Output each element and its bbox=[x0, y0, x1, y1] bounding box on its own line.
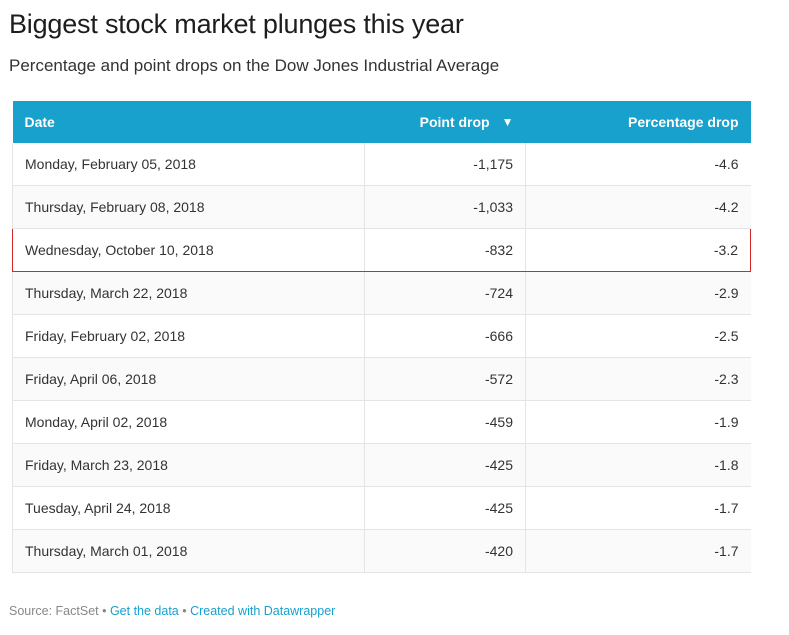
footer-separator: • bbox=[98, 604, 110, 618]
table-row: Monday, February 05, 2018 -1,175 -4.6 bbox=[12, 143, 751, 186]
chart-subtitle: Percentage and point drops on the Dow Jo… bbox=[9, 56, 500, 75]
cell-point-drop: -459 bbox=[364, 400, 526, 444]
header-percentage-drop[interactable]: Percentage drop bbox=[525, 101, 751, 143]
datawrapper-link[interactable]: Created with Datawrapper bbox=[190, 604, 336, 618]
cell-point-drop: -1,033 bbox=[364, 185, 526, 229]
data-table: Date Point drop ▼ Percentage drop Monday,… bbox=[12, 101, 751, 573]
source-text: Source: FactSet bbox=[9, 604, 99, 618]
cell-point-drop: -724 bbox=[364, 271, 526, 315]
cell-date: Friday, March 23, 2018 bbox=[12, 443, 365, 487]
table-row: Thursday, March 22, 2018 -724 -2.9 bbox=[12, 271, 751, 315]
cell-date: Thursday, February 08, 2018 bbox=[12, 185, 365, 229]
cell-date: Thursday, March 01, 2018 bbox=[12, 529, 365, 573]
table-row: Thursday, February 08, 2018 -1,033 -4.2 bbox=[12, 185, 751, 229]
cell-percentage-drop: -2.5 bbox=[525, 314, 751, 358]
cell-point-drop: -1,175 bbox=[364, 143, 526, 186]
header-point-drop[interactable]: Point drop ▼ bbox=[364, 101, 526, 143]
cell-percentage-drop: -1.7 bbox=[525, 486, 751, 530]
cell-date: Friday, April 06, 2018 bbox=[12, 357, 365, 401]
table-row: Friday, April 06, 2018 -572 -2.3 bbox=[12, 357, 751, 401]
cell-date: Friday, February 02, 2018 bbox=[12, 314, 365, 358]
header-row: Date Point drop ▼ Percentage drop bbox=[12, 101, 751, 143]
cell-point-drop: -572 bbox=[364, 357, 526, 401]
footer-separator: • bbox=[178, 604, 191, 618]
cell-point-drop: -666 bbox=[364, 314, 526, 358]
cell-percentage-drop: -2.9 bbox=[525, 271, 751, 315]
header-percentage-drop-label: Percentage drop bbox=[628, 114, 739, 130]
cell-date: Monday, February 05, 2018 bbox=[12, 143, 365, 186]
cell-point-drop: -832 bbox=[364, 228, 526, 272]
cell-percentage-drop: -3.2 bbox=[525, 228, 751, 272]
table-body: Monday, February 05, 2018 -1,175 -4.6 Thurs… bbox=[12, 143, 751, 573]
table-row: Monday, April 02, 2018 -459 -1.9 bbox=[12, 400, 751, 444]
header-date-label: Date bbox=[24, 114, 55, 130]
cell-point-drop: -420 bbox=[364, 529, 526, 573]
header-date[interactable]: Date bbox=[12, 101, 365, 143]
cell-date: Tuesday, April 24, 2018 bbox=[12, 486, 365, 530]
cell-point-drop: -425 bbox=[364, 486, 526, 530]
cell-percentage-drop: -4.6 bbox=[525, 143, 751, 186]
table-row: Friday, March 23, 2018 -425 -1.8 bbox=[12, 443, 751, 487]
cell-point-drop: -425 bbox=[364, 443, 526, 487]
chart-title: Biggest stock market plunges this year bbox=[9, 9, 464, 39]
cell-percentage-drop: -4.2 bbox=[525, 185, 751, 229]
table-row: Thursday, March 01, 2018 -420 -1.7 bbox=[12, 529, 751, 573]
cell-date: Wednesday, October 10, 2018 bbox=[12, 228, 365, 272]
cell-date: Monday, April 02, 2018 bbox=[12, 400, 365, 444]
cell-percentage-drop: -1.9 bbox=[525, 400, 751, 444]
footer: Source: FactSet • Get the data • Created… bbox=[9, 604, 335, 618]
get-data-link[interactable]: Get the data bbox=[109, 604, 179, 618]
table-row: Tuesday, April 24, 2018 -425 -1.7 bbox=[12, 486, 751, 530]
data-table-container: Date Point drop ▼ Percentage drop Monday,… bbox=[12, 101, 751, 573]
cell-date: Thursday, March 22, 2018 bbox=[12, 271, 365, 315]
header-point-drop-label: Point drop bbox=[419, 114, 490, 130]
cell-percentage-drop: -2.3 bbox=[525, 357, 751, 401]
table-row: Wednesday, October 10, 2018 -832 -3.2 bbox=[12, 228, 751, 272]
sort-descending-icon[interactable]: ▼ bbox=[501, 115, 514, 129]
cell-percentage-drop: -1.7 bbox=[525, 529, 751, 573]
cell-percentage-drop: -1.8 bbox=[525, 443, 751, 487]
table-row: Friday, February 02, 2018 -666 -2.5 bbox=[12, 314, 751, 358]
